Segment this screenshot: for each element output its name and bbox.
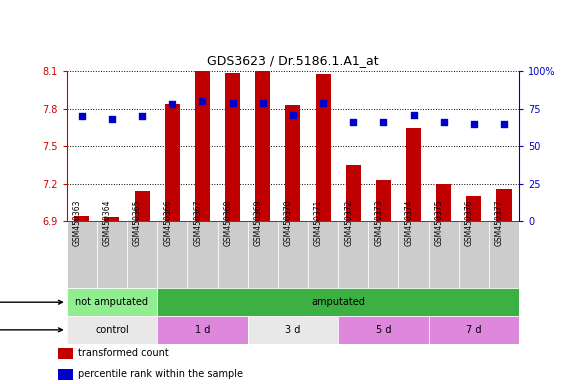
Bar [346,165,361,221]
Bar [157,316,248,344]
Point [137,113,147,119]
Point [439,119,448,126]
Text: GSM450373: GSM450373 [374,200,383,247]
Text: GSM450363: GSM450363 [72,200,82,247]
Text: control: control [95,325,129,335]
Bar [338,221,368,288]
Point [198,98,207,104]
Bar [285,105,300,221]
Bar [104,217,119,221]
Text: GSM450371: GSM450371 [314,200,323,247]
Title: GDS3623 / Dr.5186.1.A1_at: GDS3623 / Dr.5186.1.A1_at [207,55,379,68]
Bar [406,127,421,221]
Bar [466,196,481,221]
Bar [195,71,210,221]
Bar [225,73,240,221]
Point [288,112,298,118]
Point [499,121,509,127]
Text: GSM450375: GSM450375 [434,200,444,247]
Text: GSM450368: GSM450368 [223,200,233,247]
Text: amputated: amputated [311,297,365,307]
Bar [429,316,519,344]
Bar [58,348,72,359]
Text: not amputated: not amputated [75,297,148,307]
Bar [67,288,157,316]
Bar [338,316,429,344]
Bar [308,221,338,288]
Text: 7 d: 7 d [466,325,481,335]
Bar [436,184,451,221]
Bar [218,221,248,288]
Bar [58,369,72,380]
Bar [459,221,489,288]
Bar [74,216,89,221]
Bar [97,221,127,288]
Text: GSM450372: GSM450372 [344,200,353,247]
Bar [165,104,180,221]
Point [349,119,358,126]
Text: GSM450365: GSM450365 [133,200,142,247]
Bar [135,191,150,221]
Bar [398,221,429,288]
Bar [67,316,157,344]
Bar [489,221,519,288]
Bar [255,71,270,221]
Text: 3 d: 3 d [285,325,300,335]
Text: 5 d: 5 d [376,325,391,335]
Bar [368,221,398,288]
Bar [376,180,391,221]
Text: transformed count: transformed count [78,348,169,358]
Text: GSM450369: GSM450369 [253,200,263,247]
Bar [278,221,308,288]
Point [318,100,328,106]
Point [107,116,117,122]
Text: GSM450374: GSM450374 [404,200,414,247]
Bar [429,221,459,288]
Text: GSM450367: GSM450367 [193,200,202,247]
Bar [187,221,218,288]
Bar [157,288,519,316]
Point [379,119,388,126]
Text: GSM450377: GSM450377 [495,200,504,247]
Bar [67,221,97,288]
Point [228,100,237,106]
Text: GSM450364: GSM450364 [103,200,112,247]
Bar [157,221,187,288]
Bar [316,74,331,221]
Bar [248,221,278,288]
Text: percentile rank within the sample: percentile rank within the sample [78,369,243,379]
Text: 1 d: 1 d [195,325,210,335]
Point [409,112,418,118]
Text: protocol: protocol [0,297,63,307]
Text: GSM450370: GSM450370 [284,200,293,247]
Bar [496,189,512,221]
Text: GSM450376: GSM450376 [465,200,474,247]
Point [258,100,267,106]
Point [168,101,177,108]
Bar [248,316,338,344]
Point [77,113,86,119]
Text: time: time [0,325,63,335]
Point [469,121,478,127]
Bar [127,221,157,288]
Text: GSM450366: GSM450366 [163,200,172,247]
